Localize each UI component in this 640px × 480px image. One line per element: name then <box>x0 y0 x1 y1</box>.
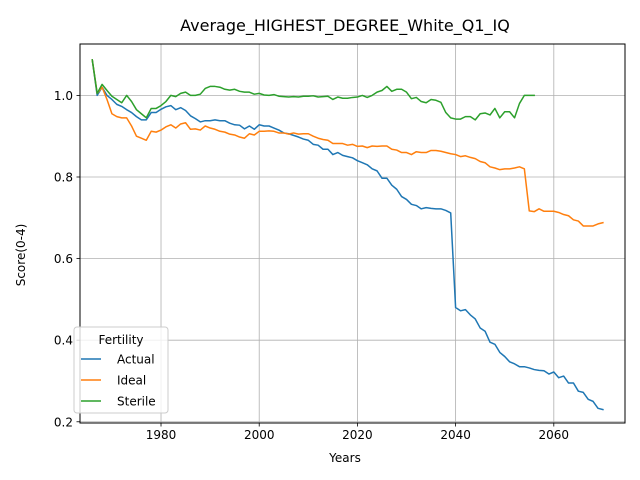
legend-label-actual: Actual <box>117 353 155 367</box>
y-tick-label: 0.8 <box>54 170 73 184</box>
legend-label-sterile: Sterile <box>117 395 156 409</box>
x-tick-label: 2040 <box>440 428 471 442</box>
series-line-actual <box>91 59 604 411</box>
plot-area <box>79 43 626 424</box>
y-tick-label: 0.4 <box>54 334 73 348</box>
x-tick-label: 2000 <box>244 428 275 442</box>
y-axis-label: Score(0-4) <box>14 224 28 287</box>
series-line-sterile <box>91 59 535 121</box>
plot-frame <box>79 43 626 424</box>
legend-box <box>73 326 169 414</box>
y-axis-ticks: 0.2 0.4 0.6 0.8 1.0 <box>54 89 80 429</box>
legend-label-ideal: Ideal <box>117 374 146 388</box>
x-tick-label: 1980 <box>146 428 177 442</box>
y-tick-label: 1.0 <box>54 89 73 103</box>
x-tick-label: 2020 <box>342 428 373 442</box>
grid-lines <box>80 44 625 423</box>
x-tick-label: 2060 <box>539 428 570 442</box>
series-lines <box>91 59 604 411</box>
x-axis-label: Years <box>328 451 361 465</box>
legend: Fertility Actual Ideal Sterile <box>73 326 169 414</box>
series-line-ideal <box>91 59 604 227</box>
chart-title: Average_HIGHEST_DEGREE_White_Q1_IQ <box>180 16 510 36</box>
x-axis-ticks: 1980 2000 2020 2040 2060 <box>146 423 569 442</box>
y-tick-label: 0.6 <box>54 252 73 266</box>
legend-items: Actual Ideal Sterile <box>81 353 156 409</box>
y-tick-label: 0.2 <box>54 415 73 429</box>
legend-title: Fertility <box>98 333 143 347</box>
plot-background <box>80 44 625 423</box>
